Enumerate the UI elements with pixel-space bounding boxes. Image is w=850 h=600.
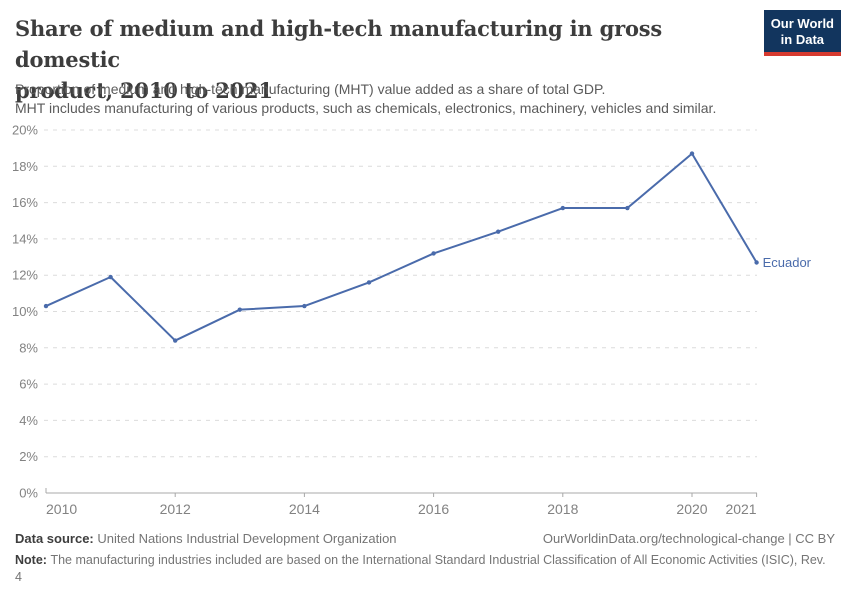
data-point[interactable]	[496, 229, 501, 234]
y-axis-tick-label: 6%	[19, 377, 38, 392]
owid-logo-line-2: in Data	[780, 31, 825, 47]
owid-logo-line-1: Our World	[770, 16, 834, 31]
y-axis-tick-label: 16%	[12, 195, 38, 210]
line-chart-canvas[interactable]: 0% 2% 4% 6% 8% 10% 12% 14% 16% 18% 20% 2010 2012 2014…	[0, 122, 850, 527]
footer-link[interactable]: OurWorldinData.org/technological-change …	[542, 531, 835, 546]
page-title: Share of medium and high-tech manufactur…	[15, 13, 720, 106]
x-axis-tick-label: 2021	[725, 501, 756, 517]
x-axis-tick-label: 2014	[289, 501, 320, 517]
data-point[interactable]	[689, 151, 695, 156]
footer-note-label: Note:	[15, 553, 47, 567]
y-axis-tick-label: 18%	[12, 159, 38, 174]
series-label: Ecuador	[763, 255, 812, 270]
data-source-label: Data source:	[15, 531, 94, 546]
data-source: Data source: United Nations Industrial D…	[15, 531, 397, 547]
x-axis-tick-label: 2020	[676, 501, 707, 517]
subtitle-line-1: Proportion of medium and high-tech manuf…	[15, 81, 606, 97]
title-line-2: product, 2010 to 2021	[15, 78, 273, 103]
data-point[interactable]	[302, 303, 307, 309]
y-axis-tick-label: 2%	[19, 449, 38, 464]
data-point[interactable]	[108, 274, 113, 280]
x-axis-tick-label: 2016	[418, 501, 449, 517]
data-point[interactable]	[366, 280, 372, 285]
data-point[interactable]	[431, 251, 436, 256]
y-axis-tick-label: 12%	[12, 268, 38, 283]
y-axis-tick-label: 0%	[19, 486, 38, 501]
owid-logo[interactable]: Our World in Data	[763, 10, 841, 56]
y-axis-tick-label: 8%	[19, 340, 38, 355]
x-axis-tick-label: 2012	[160, 501, 191, 517]
data-point[interactable]	[237, 307, 242, 312]
x-axis-tick-label: 2010	[46, 501, 77, 517]
footer-note-value: The manufacturing industries included ar…	[15, 553, 826, 584]
data-point[interactable]	[754, 260, 759, 265]
y-axis-tick-label: 10%	[12, 304, 38, 319]
x-axis-tick-label: 2018	[547, 501, 578, 517]
data-point[interactable]	[43, 303, 49, 309]
chart-subtitle: Proportion of medium and high-tech manuf…	[15, 80, 835, 117]
subtitle-line-2: MHT includes manufacturing of various pr…	[15, 99, 717, 116]
data-point[interactable]	[625, 205, 630, 211]
chart-line	[45, 152, 758, 342]
data-point[interactable]	[173, 338, 178, 343]
data-point[interactable]	[560, 205, 565, 211]
title-line-1: Share of medium and high-tech manufactur…	[15, 16, 662, 72]
y-axis-tick-label: 14%	[12, 231, 38, 246]
y-axis-tick-label: 20%	[12, 123, 38, 138]
chart-footer: Data source: United Nations Industrial D…	[15, 531, 835, 586]
footer-note: Note: The manufacturing industries inclu…	[15, 552, 835, 586]
data-source-value: United Nations Industrial Development Or…	[97, 531, 397, 546]
y-axis-tick-label: 4%	[19, 413, 38, 428]
